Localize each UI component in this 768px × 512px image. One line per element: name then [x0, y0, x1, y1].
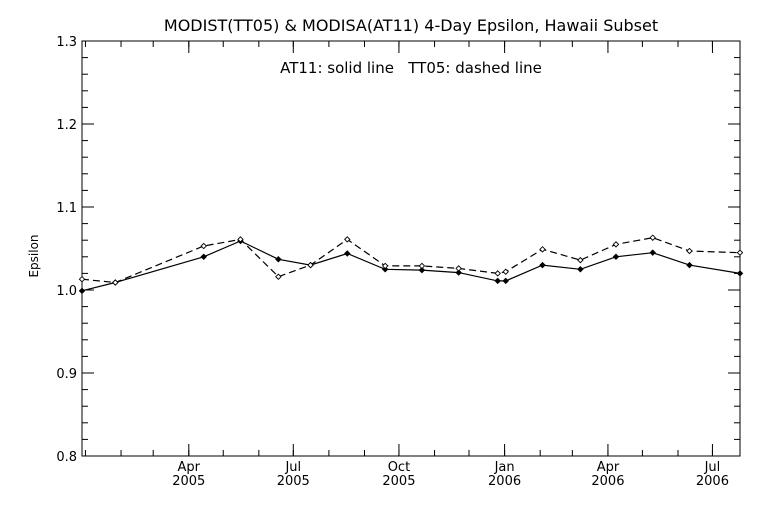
y-tick-label: 1.0	[56, 284, 77, 299]
data-point-at11	[418, 266, 426, 274]
x-tick-label-month: Apr	[597, 460, 620, 475]
y-tick-label: 1.2	[56, 118, 77, 133]
data-point-tt05	[612, 241, 620, 248]
data-point-tt05	[502, 268, 509, 275]
series-line-tt05	[81, 237, 741, 284]
data-point-at11	[612, 253, 620, 261]
y-tick-label: 0.9	[56, 367, 77, 382]
x-tick-label-year: 2006	[696, 474, 729, 489]
data-point-tt05	[418, 262, 426, 270]
data-point-at11	[200, 253, 207, 261]
data-point-at11	[686, 261, 693, 269]
chart-annotation: AT11: solid line TT05: dashed line	[280, 59, 542, 77]
data-point-tt05	[455, 265, 462, 272]
data-point-at11	[455, 269, 462, 276]
data-point-at11	[381, 266, 389, 273]
data-point-tt05	[307, 261, 314, 269]
data-point-at11	[649, 249, 656, 256]
y-axis-label: Epsilon	[27, 234, 41, 277]
x-tick-label-year: 2005	[172, 474, 205, 489]
data-point-tt05	[494, 270, 501, 277]
x-tick-label-month: Apr	[178, 460, 201, 475]
x-tick-label-year: 2005	[277, 474, 310, 489]
data-point-tt05	[686, 247, 693, 255]
x-tick-label-month: Oct	[388, 460, 410, 475]
data-point-tt05	[649, 234, 656, 241]
data-point-tt05	[200, 242, 207, 250]
data-point-tt05	[344, 236, 351, 243]
data-point-tt05	[736, 249, 744, 256]
data-point-tt05	[577, 256, 584, 264]
x-tick-label-year: 2006	[591, 474, 624, 489]
series-layer	[78, 234, 744, 295]
data-point-tt05	[275, 273, 282, 280]
data-point-tt05	[237, 236, 244, 243]
axis-ticks: 0.80.91.01.11.21.3Apr2005Jul2005Oct2005J…	[56, 35, 740, 489]
plot-frame	[81, 40, 741, 457]
data-point-tt05	[78, 275, 86, 283]
data-point-at11	[344, 250, 351, 257]
x-tick-label-year: 2006	[488, 474, 521, 489]
data-point-at11	[78, 287, 86, 295]
chart-title: MODIST(TT05) & MODISA(AT11) 4-Day Epsilo…	[164, 16, 658, 35]
data-point-at11	[275, 256, 282, 263]
data-point-tt05	[539, 246, 546, 253]
data-point-tt05	[381, 262, 389, 270]
series-line-at11	[81, 240, 741, 292]
data-point-tt05	[112, 279, 119, 286]
data-point-at11	[577, 266, 584, 273]
x-tick-label-year: 2005	[382, 474, 415, 489]
data-point-at11	[539, 261, 546, 269]
y-tick-label: 0.8	[56, 450, 77, 465]
data-point-at11	[736, 270, 744, 277]
data-point-at11	[502, 277, 509, 285]
data-point-at11	[494, 277, 501, 285]
x-tick-label-month: Jul	[704, 460, 721, 475]
y-tick-label: 1.1	[56, 201, 77, 216]
x-tick-label-month: Jul	[284, 460, 301, 475]
y-tick-label: 1.3	[56, 35, 77, 50]
x-tick-label-month: Jan	[494, 460, 515, 475]
